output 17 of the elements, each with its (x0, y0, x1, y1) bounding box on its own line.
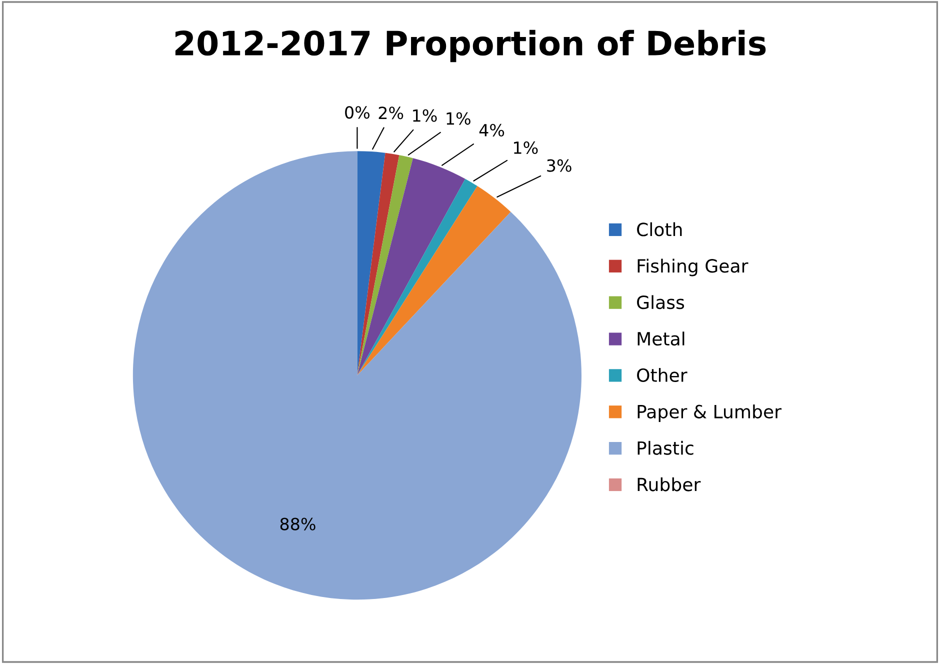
data-label: 4% (479, 124, 504, 137)
legend-label: Rubber (638, 477, 701, 492)
data-label: 1% (514, 141, 538, 154)
data-label: 1% (446, 112, 470, 125)
data-label: 3% (547, 159, 572, 172)
data-label: 1% (413, 109, 437, 122)
legend-label: Glass (637, 295, 684, 310)
text: 0% (345, 106, 370, 119)
legend-label: Fishing Gear (638, 258, 748, 276)
legend-label: Cloth (637, 222, 682, 236)
legend-label: Plastic (638, 440, 694, 455)
legend-label: Other (637, 368, 688, 382)
legend-label: Metal (638, 332, 684, 346)
data-label: 88% (280, 518, 316, 530)
chart-title: 2012-2017 Proportion of Debris (175, 30, 766, 62)
data-label: 2% (378, 106, 404, 120)
legend-label: Paper & Lumber (638, 404, 782, 422)
